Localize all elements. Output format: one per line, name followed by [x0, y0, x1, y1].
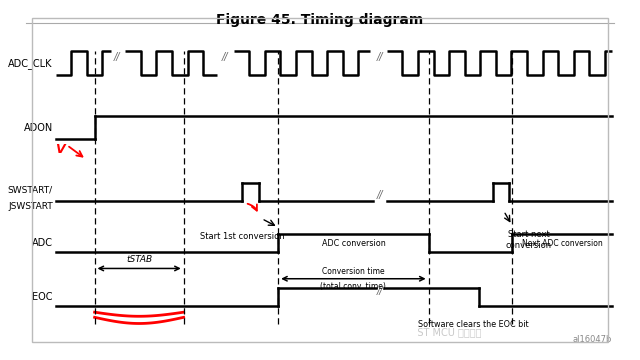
- Text: Figure 45. Timing diagram: Figure 45. Timing diagram: [216, 13, 424, 27]
- Text: ADON: ADON: [24, 122, 53, 132]
- Text: ADC_CLK: ADC_CLK: [8, 58, 53, 69]
- Text: //: //: [114, 51, 120, 62]
- Text: SWSTART/: SWSTART/: [8, 185, 53, 194]
- Text: EOC: EOC: [33, 292, 53, 302]
- Text: tSTAB: tSTAB: [126, 255, 152, 264]
- Text: //: //: [376, 190, 383, 201]
- Text: ST MCU 信息交流: ST MCU 信息交流: [408, 327, 482, 337]
- Text: Next ADC conversion: Next ADC conversion: [522, 239, 602, 248]
- Text: //: //: [376, 51, 383, 62]
- Text: Conversion time: Conversion time: [322, 267, 385, 276]
- Text: //: //: [376, 285, 383, 296]
- Text: V: V: [55, 143, 65, 156]
- Text: JSWSTART: JSWSTART: [8, 202, 53, 211]
- Text: //: //: [222, 51, 228, 62]
- Text: Software clears the EOC bit: Software clears the EOC bit: [418, 320, 529, 329]
- Text: ADC conversion: ADC conversion: [321, 239, 385, 248]
- Text: ADC: ADC: [32, 238, 53, 248]
- Text: (total conv. time): (total conv. time): [321, 282, 387, 291]
- Text: Start 1st conversion: Start 1st conversion: [200, 233, 284, 242]
- Text: Start next
conversion: Start next conversion: [506, 230, 552, 250]
- Text: al16047b: al16047b: [573, 334, 612, 343]
